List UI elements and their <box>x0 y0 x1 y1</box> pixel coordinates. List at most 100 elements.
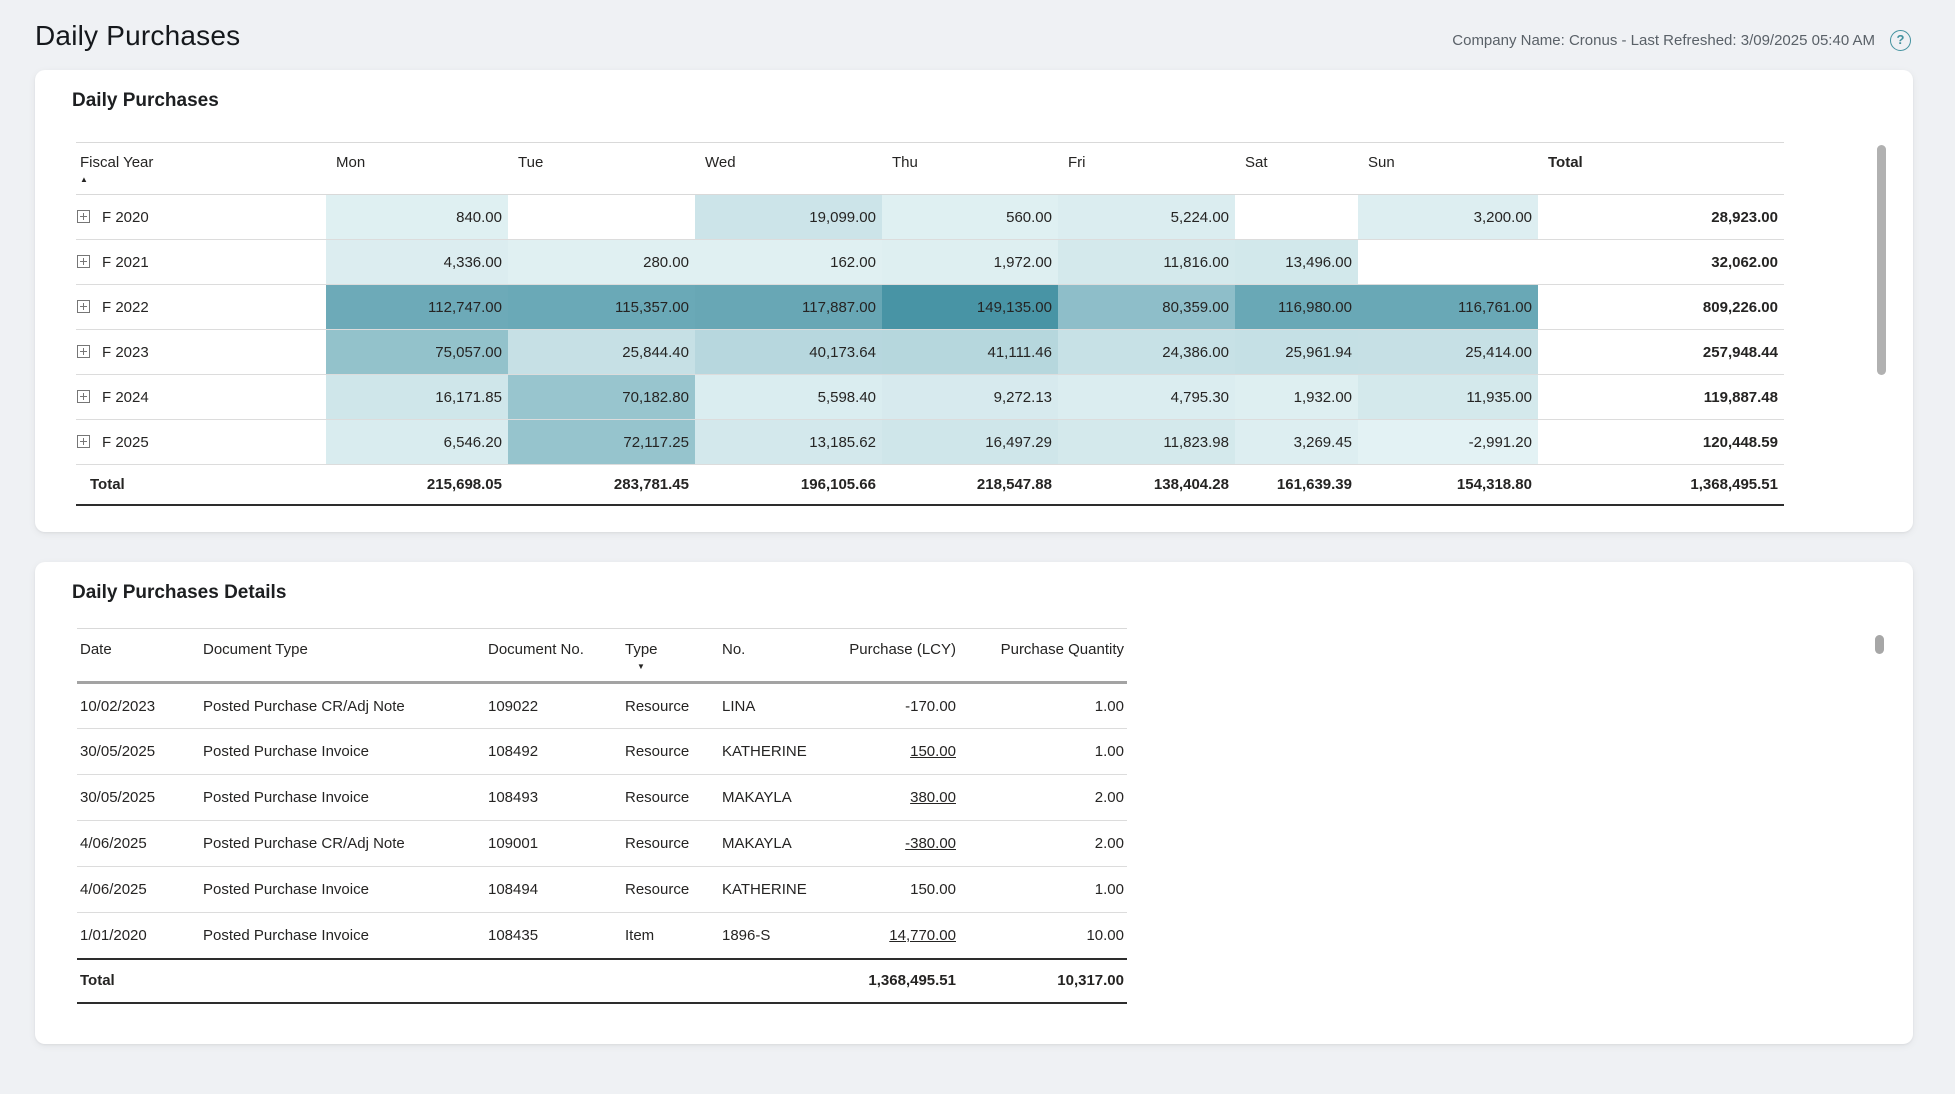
matrix-cell-sun: 11,935.00 <box>1358 374 1538 420</box>
fiscal-year-label: F 2021 <box>102 253 149 271</box>
matrix-row-total: 809,226.00 <box>1538 284 1784 330</box>
expand-icon[interactable] <box>77 254 90 268</box>
details-total-spacer <box>200 957 485 1004</box>
details-total-spacer <box>719 957 837 1004</box>
matrix-total-label: Total <box>76 464 326 506</box>
expand-icon[interactable] <box>77 389 90 403</box>
matrix-cell-mon: 75,057.00 <box>326 329 508 375</box>
daily-purchases-card: Daily Purchases Fiscal Year ▲ Mon Tue Wed Thu… <box>35 70 1913 532</box>
matrix-cell-fri: 11,823.98 <box>1058 419 1235 465</box>
column-header-total[interactable]: Total <box>1538 142 1784 195</box>
matrix-row: F 2020 840.00 19,099.00 560.00 5,224.00 3,200… <box>76 194 1784 240</box>
matrix-row: F 2024 16,171.85 70,182.80 5,598.40 9,272.13… <box>76 374 1784 420</box>
fiscal-year-cell-f-2023[interactable]: F 2023 <box>76 329 326 375</box>
details-cell-no: MAKAYLA <box>719 774 837 821</box>
matrix-cell-wed: 13,185.62 <box>695 419 882 465</box>
fiscal-year-cell-f-2022[interactable]: F 2022 <box>76 284 326 330</box>
matrix-cell-sat: 1,932.00 <box>1235 374 1358 420</box>
matrix-row-total: 28,923.00 <box>1538 194 1784 240</box>
column-header-mon[interactable]: Mon <box>326 142 508 195</box>
matrix-scrollbar-thumb[interactable] <box>1877 145 1886 375</box>
header-right: Company Name: Cronus - Last Refreshed: 3… <box>1452 30 1911 51</box>
details-title: Daily Purchases Details <box>72 582 287 603</box>
company-refresh-text: Company Name: Cronus - Last Refreshed: 3… <box>1452 32 1875 49</box>
matrix-cell-tue: 72,117.25 <box>508 419 695 465</box>
matrix-row-total: 32,062.00 <box>1538 239 1784 285</box>
help-icon[interactable]: ? <box>1890 30 1911 51</box>
column-header-sat[interactable]: Sat <box>1235 142 1358 195</box>
daily-purchases-details-table: Date Document Type Document No. Type ▼ No. Pur… <box>77 628 1127 1004</box>
matrix-cell-sat: 116,980.00 <box>1235 284 1358 330</box>
column-header-document-type[interactable]: Document Type <box>200 628 485 684</box>
fiscal-year-label: F 2025 <box>102 433 149 451</box>
details-cell-date: 4/06/2025 <box>77 820 200 867</box>
details-cell-type: Resource <box>622 682 719 729</box>
matrix-cell-thu: 560.00 <box>882 194 1058 240</box>
column-header-thu[interactable]: Thu <box>882 142 1058 195</box>
column-header-date[interactable]: Date <box>77 628 200 684</box>
expand-icon[interactable] <box>77 434 90 448</box>
matrix-header-row: Fiscal Year ▲ Mon Tue Wed Thu Fri Sat Sun Total <box>76 142 1784 195</box>
expand-icon[interactable] <box>77 344 90 358</box>
matrix-cell-wed: 5,598.40 <box>695 374 882 420</box>
column-header-label: Sun <box>1368 154 1395 171</box>
matrix-cell-fri: 11,816.00 <box>1058 239 1235 285</box>
details-cell-no: KATHERINE <box>719 866 837 913</box>
column-header-wed[interactable]: Wed <box>695 142 882 195</box>
expand-icon[interactable] <box>77 299 90 313</box>
column-header-fiscal-year[interactable]: Fiscal Year ▲ <box>76 142 326 195</box>
matrix-cell-sun: 25,414.00 <box>1358 329 1538 375</box>
column-header-purchase-lcy[interactable]: Purchase (LCY) <box>837 628 959 684</box>
purchase-drillthrough-link[interactable]: 14,770.00 <box>889 926 956 944</box>
fiscal-year-label: F 2022 <box>102 298 149 316</box>
matrix-cell-mon: 112,747.00 <box>326 284 508 330</box>
details-cell-date: 10/02/2023 <box>77 682 200 729</box>
column-header-document-no[interactable]: Document No. <box>485 628 622 684</box>
details-cell-purchase-quantity: 2.00 <box>959 820 1127 867</box>
details-cell-purchase-lcy: 380.00 <box>837 774 959 821</box>
details-cell-document-type: Posted Purchase CR/Adj Note <box>200 682 485 729</box>
details-cell-type: Resource <box>622 866 719 913</box>
sort-ascending-icon: ▲ <box>80 175 88 184</box>
column-header-label: Date <box>80 641 112 658</box>
fiscal-year-cell-f-2021[interactable]: F 2021 <box>76 239 326 285</box>
details-cell-document-no: 108494 <box>485 866 622 913</box>
details-cell-type: Resource <box>622 728 719 775</box>
column-header-purchase-quantity[interactable]: Purchase Quantity <box>959 628 1127 684</box>
matrix-total-cell-mon: 215,698.05 <box>326 464 508 506</box>
details-row: 4/06/2025 Posted Purchase CR/Adj Note 1090… <box>77 820 1127 867</box>
details-row: 4/06/2025 Posted Purchase Invoice 108494 Re… <box>77 866 1127 913</box>
fiscal-year-cell-f-2025[interactable]: F 2025 <box>76 419 326 465</box>
matrix-cell-sat <box>1235 194 1358 240</box>
fiscal-year-cell-f-2020[interactable]: F 2020 <box>76 194 326 240</box>
matrix-total-cell-fri: 138,404.28 <box>1058 464 1235 506</box>
fiscal-year-label: F 2020 <box>102 208 149 226</box>
details-scrollbar-thumb[interactable] <box>1875 635 1884 654</box>
matrix-cell-tue: 280.00 <box>508 239 695 285</box>
column-header-sun[interactable]: Sun <box>1358 142 1538 195</box>
fiscal-year-cell-f-2024[interactable]: F 2024 <box>76 374 326 420</box>
matrix-total-cell-sun: 154,318.80 <box>1358 464 1538 506</box>
details-cell-date: 30/05/2025 <box>77 774 200 821</box>
details-cell-purchase-quantity: 1.00 <box>959 682 1127 729</box>
expand-icon[interactable] <box>77 209 90 223</box>
details-total-purchase: 1,368,495.51 <box>837 957 959 1004</box>
purchase-drillthrough-link[interactable]: 150.00 <box>910 743 956 760</box>
purchase-drillthrough-link[interactable]: 380.00 <box>910 789 956 806</box>
column-header-fri[interactable]: Fri <box>1058 142 1235 195</box>
column-header-tue[interactable]: Tue <box>508 142 695 195</box>
details-cell-purchase-lcy: 14,770.00 <box>837 912 959 959</box>
column-header-type[interactable]: Type ▼ <box>622 628 719 684</box>
column-header-label: Fiscal Year <box>80 154 154 171</box>
details-total-label: Total <box>77 957 200 1004</box>
matrix-grand-total: 1,368,495.51 <box>1538 464 1784 506</box>
details-cell-purchase-quantity: 2.00 <box>959 774 1127 821</box>
purchase-drillthrough-link[interactable]: -380.00 <box>905 835 956 852</box>
column-header-label: Document No. <box>488 641 584 658</box>
matrix-cell-sun <box>1358 239 1538 285</box>
details-cell-document-type: Posted Purchase Invoice <box>200 866 485 913</box>
details-cell-document-type: Posted Purchase CR/Adj Note <box>200 820 485 867</box>
details-cell-document-type: Posted Purchase Invoice <box>200 774 485 821</box>
details-cell-document-no: 108492 <box>485 728 622 775</box>
column-header-no[interactable]: No. <box>719 628 837 684</box>
